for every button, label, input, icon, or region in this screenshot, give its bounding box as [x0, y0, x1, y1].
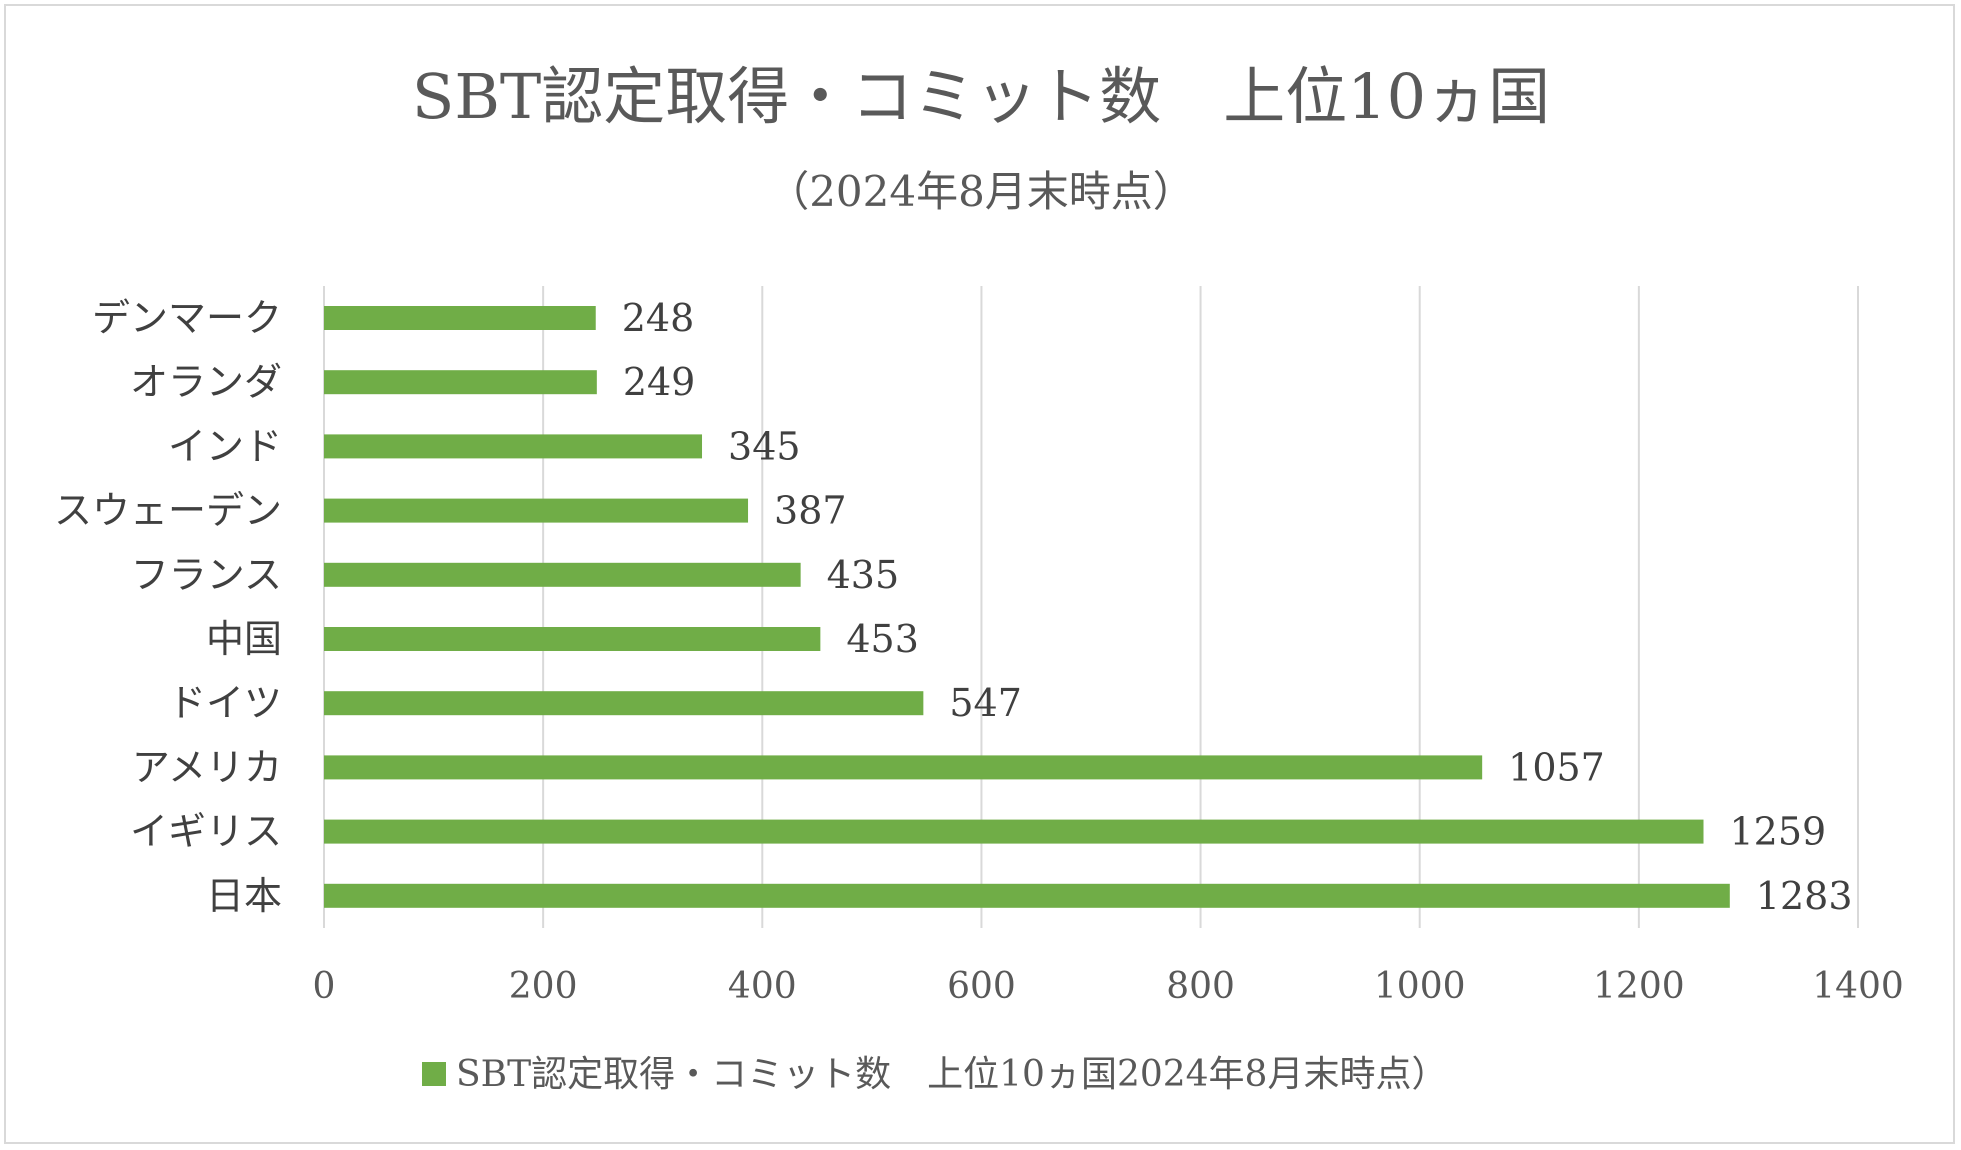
- legend: SBT認定取得・コミット数 上位10ヵ国2024年8月末時点）: [422, 1054, 1447, 1095]
- x-tick-label-1400: 1400: [1812, 966, 1904, 1007]
- data-label-7: 1057: [1508, 745, 1605, 789]
- bar-6: [324, 691, 924, 716]
- bar-7: [324, 755, 1483, 780]
- data-label-3: 387: [774, 489, 847, 533]
- x-tick-label-600: 600: [947, 966, 1016, 1007]
- category-label-8: イギリス: [130, 810, 282, 854]
- category-label-1: オランダ: [130, 360, 282, 404]
- category-label-5: 中国: [206, 617, 282, 661]
- bar-3: [324, 498, 749, 523]
- bar-8: [324, 819, 1704, 844]
- legend-label: SBT認定取得・コミット数 上位10ヵ国2024年8月末時点）: [456, 1054, 1447, 1095]
- data-label-5: 453: [846, 617, 919, 661]
- data-label-9: 1283: [1756, 874, 1853, 918]
- x-tick-label-400: 400: [728, 966, 797, 1007]
- category-label-0: デンマーク: [92, 296, 282, 340]
- category-label-7: アメリカ: [132, 745, 282, 789]
- category-label-9: 日本: [206, 874, 282, 918]
- chart-subtitle: （2024年8月末時点）: [767, 167, 1195, 216]
- category-label-3: スウェーデン: [54, 489, 282, 533]
- data-labels: 248 249 345 387 435 453 547 1057 1259 1283: [622, 296, 1853, 918]
- data-label-0: 248: [622, 296, 695, 340]
- bar-9: [324, 883, 1730, 908]
- bar-chart: SBT認定取得・コミット数 上位10ヵ国 （2024年8月末時点） デンマークオ…: [54, 60, 1904, 1095]
- data-label-2: 345: [728, 424, 801, 468]
- x-tick-label-800: 800: [1166, 966, 1235, 1007]
- data-label-6: 547: [949, 681, 1022, 725]
- x-tick-label-1200: 1200: [1593, 966, 1685, 1007]
- data-label-8: 1259: [1730, 810, 1827, 854]
- chart-frame: SBT認定取得・コミット数 上位10ヵ国 （2024年8月末時点） デンマークオ…: [4, 4, 1955, 1144]
- x-tick-label-1000: 1000: [1374, 966, 1466, 1007]
- chart-title: SBT認定取得・コミット数 上位10ヵ国: [412, 60, 1550, 133]
- bars: [324, 306, 1730, 908]
- category-label-6: ドイツ: [168, 681, 282, 725]
- bar-1: [324, 370, 597, 395]
- x-axis-tick-labels: 0 200 400 600 800 1000 1200 1400: [313, 966, 1904, 1007]
- bar-0: [324, 306, 596, 330]
- bar-5: [324, 627, 821, 651]
- x-tick-label-0: 0: [313, 966, 336, 1007]
- data-label-1: 249: [623, 360, 696, 404]
- bar-2: [324, 434, 703, 459]
- data-label-4: 435: [827, 553, 900, 597]
- x-tick-label-200: 200: [509, 966, 578, 1007]
- bar-4: [324, 562, 801, 587]
- category-label-4: フランス: [131, 553, 282, 597]
- legend-swatch: [422, 1062, 446, 1086]
- category-label-2: インド: [168, 424, 282, 468]
